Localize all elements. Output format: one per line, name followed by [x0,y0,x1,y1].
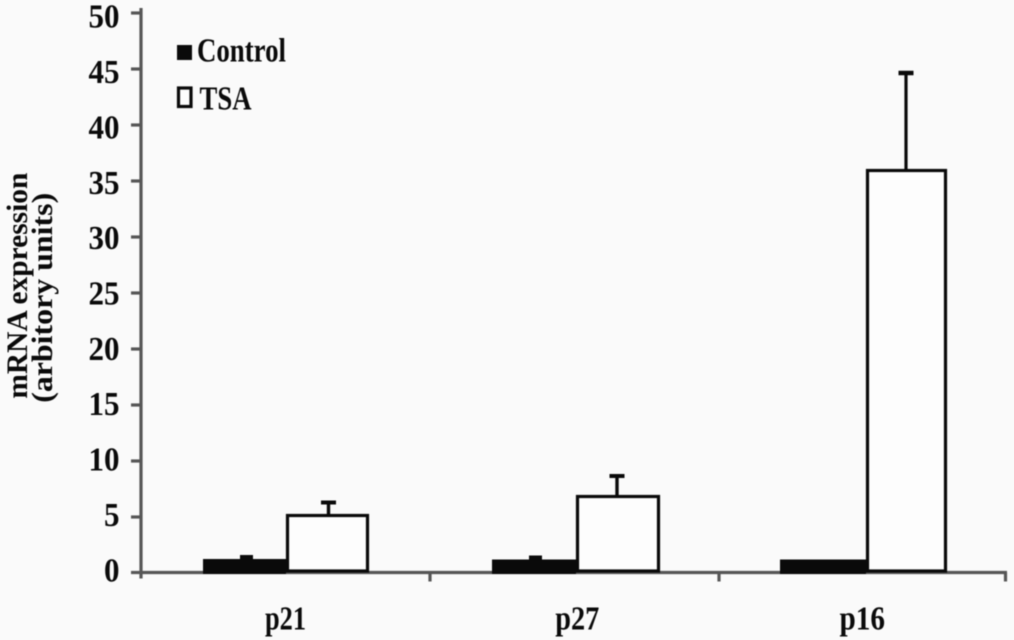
svg-text:TSA: TSA [200,81,252,118]
svg-text:30: 30 [89,220,120,257]
svg-text:mRNA expression: mRNA expression [1,172,34,398]
svg-text:5: 5 [104,497,120,534]
svg-text:50: 50 [89,0,120,36]
svg-text:40: 40 [89,109,120,146]
svg-text:25: 25 [89,276,120,313]
svg-text:(arbitory units): (arbitory units) [26,193,59,403]
svg-text:15: 15 [89,386,120,423]
svg-text:p16: p16 [840,601,886,638]
svg-text:p21: p21 [265,601,306,638]
svg-text:Control: Control [197,32,286,69]
svg-text:p27: p27 [555,601,599,638]
svg-text:35: 35 [89,165,120,202]
svg-text:0: 0 [104,552,120,589]
svg-text:20: 20 [89,331,120,368]
svg-text:45: 45 [89,54,120,91]
svg-text:10: 10 [89,442,120,479]
